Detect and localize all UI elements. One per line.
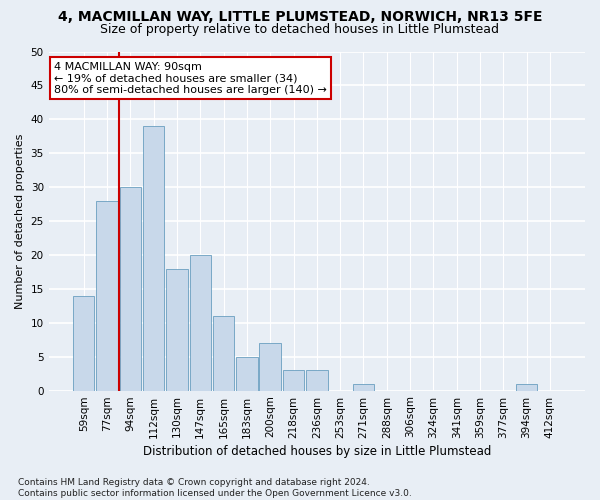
Bar [283, 370, 304, 390]
Bar [516, 384, 538, 390]
Bar [353, 384, 374, 390]
Y-axis label: Number of detached properties: Number of detached properties [15, 134, 25, 308]
X-axis label: Distribution of detached houses by size in Little Plumstead: Distribution of detached houses by size … [143, 444, 491, 458]
Text: Contains HM Land Registry data © Crown copyright and database right 2024.
Contai: Contains HM Land Registry data © Crown c… [18, 478, 412, 498]
Bar [236, 356, 257, 390]
Text: Size of property relative to detached houses in Little Plumstead: Size of property relative to detached ho… [101, 22, 499, 36]
Bar [190, 255, 211, 390]
Text: 4, MACMILLAN WAY, LITTLE PLUMSTEAD, NORWICH, NR13 5FE: 4, MACMILLAN WAY, LITTLE PLUMSTEAD, NORW… [58, 10, 542, 24]
Bar [119, 187, 141, 390]
Bar [73, 296, 94, 390]
Text: 4 MACMILLAN WAY: 90sqm
← 19% of detached houses are smaller (34)
80% of semi-det: 4 MACMILLAN WAY: 90sqm ← 19% of detached… [54, 62, 327, 95]
Bar [259, 343, 281, 390]
Bar [97, 200, 118, 390]
Bar [213, 316, 235, 390]
Bar [306, 370, 328, 390]
Bar [143, 126, 164, 390]
Bar [166, 268, 188, 390]
